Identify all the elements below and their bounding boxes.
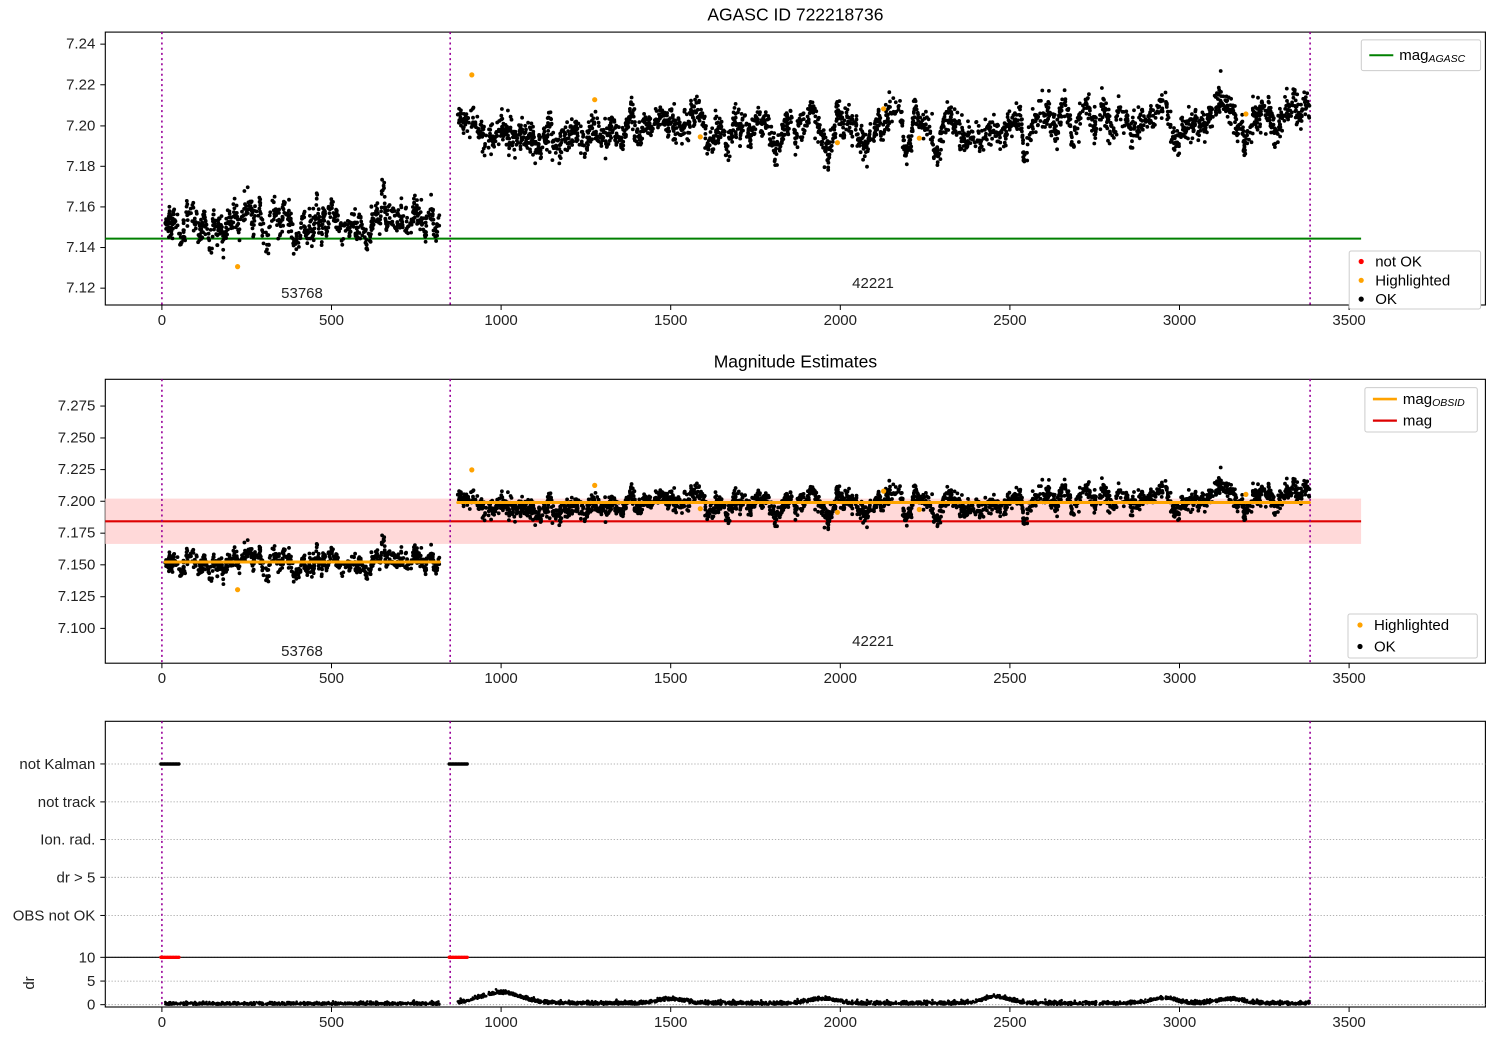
svg-text:42221: 42221 bbox=[852, 275, 894, 292]
svg-text:53768: 53768 bbox=[281, 285, 323, 302]
svg-text:7.125: 7.125 bbox=[58, 588, 96, 605]
svg-text:7.175: 7.175 bbox=[58, 525, 96, 542]
svg-text:1500: 1500 bbox=[654, 670, 687, 687]
svg-text:7.275: 7.275 bbox=[58, 398, 96, 415]
svg-text:3000: 3000 bbox=[1163, 312, 1196, 329]
svg-text:not OK: not OK bbox=[1375, 254, 1422, 271]
svg-text:500: 500 bbox=[319, 670, 344, 687]
svg-text:7.18: 7.18 bbox=[66, 158, 95, 175]
svg-text:2500: 2500 bbox=[993, 670, 1026, 687]
svg-text:1000: 1000 bbox=[484, 670, 517, 687]
svg-text:3000: 3000 bbox=[1163, 670, 1196, 687]
svg-text:7.225: 7.225 bbox=[58, 461, 96, 478]
svg-text:7.16: 7.16 bbox=[66, 198, 95, 215]
svg-text:1000: 1000 bbox=[484, 312, 517, 329]
svg-text:7.150: 7.150 bbox=[58, 556, 96, 573]
svg-text:7.22: 7.22 bbox=[66, 76, 95, 93]
svg-text:Highlighted: Highlighted bbox=[1375, 272, 1450, 289]
svg-text:2000: 2000 bbox=[824, 670, 857, 687]
svg-text:7.250: 7.250 bbox=[58, 430, 96, 447]
svg-text:500: 500 bbox=[319, 312, 344, 329]
svg-text:7.200: 7.200 bbox=[58, 493, 96, 510]
svg-text:2000: 2000 bbox=[824, 312, 857, 329]
svg-text:7.20: 7.20 bbox=[66, 117, 95, 134]
svg-text:7.100: 7.100 bbox=[58, 620, 96, 637]
svg-text:3500: 3500 bbox=[1332, 312, 1365, 329]
svg-text:7.12: 7.12 bbox=[66, 280, 95, 297]
svg-text:2500: 2500 bbox=[993, 312, 1026, 329]
svg-text:0: 0 bbox=[158, 670, 166, 687]
svg-text:7.24: 7.24 bbox=[66, 36, 95, 53]
svg-text:OK: OK bbox=[1375, 291, 1397, 308]
svg-text:3500: 3500 bbox=[1332, 670, 1365, 687]
svg-text:7.14: 7.14 bbox=[66, 239, 95, 256]
svg-text:0: 0 bbox=[158, 312, 166, 329]
svg-text:AGASC ID 722218736: AGASC ID 722218736 bbox=[707, 5, 883, 25]
svg-text:1500: 1500 bbox=[654, 312, 687, 329]
